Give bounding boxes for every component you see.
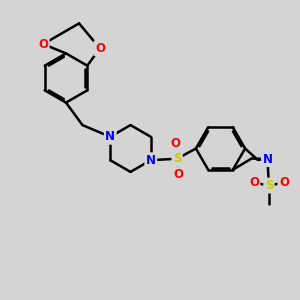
- Text: N: N: [262, 153, 272, 166]
- Text: S: S: [173, 152, 182, 165]
- Text: O: O: [38, 38, 48, 51]
- Text: O: O: [171, 136, 181, 150]
- Text: S: S: [265, 179, 273, 192]
- Text: O: O: [95, 42, 105, 55]
- Text: N: N: [146, 154, 156, 167]
- Text: N: N: [105, 130, 115, 143]
- Text: O: O: [174, 168, 184, 181]
- Text: O: O: [249, 176, 259, 189]
- Text: O: O: [279, 176, 289, 189]
